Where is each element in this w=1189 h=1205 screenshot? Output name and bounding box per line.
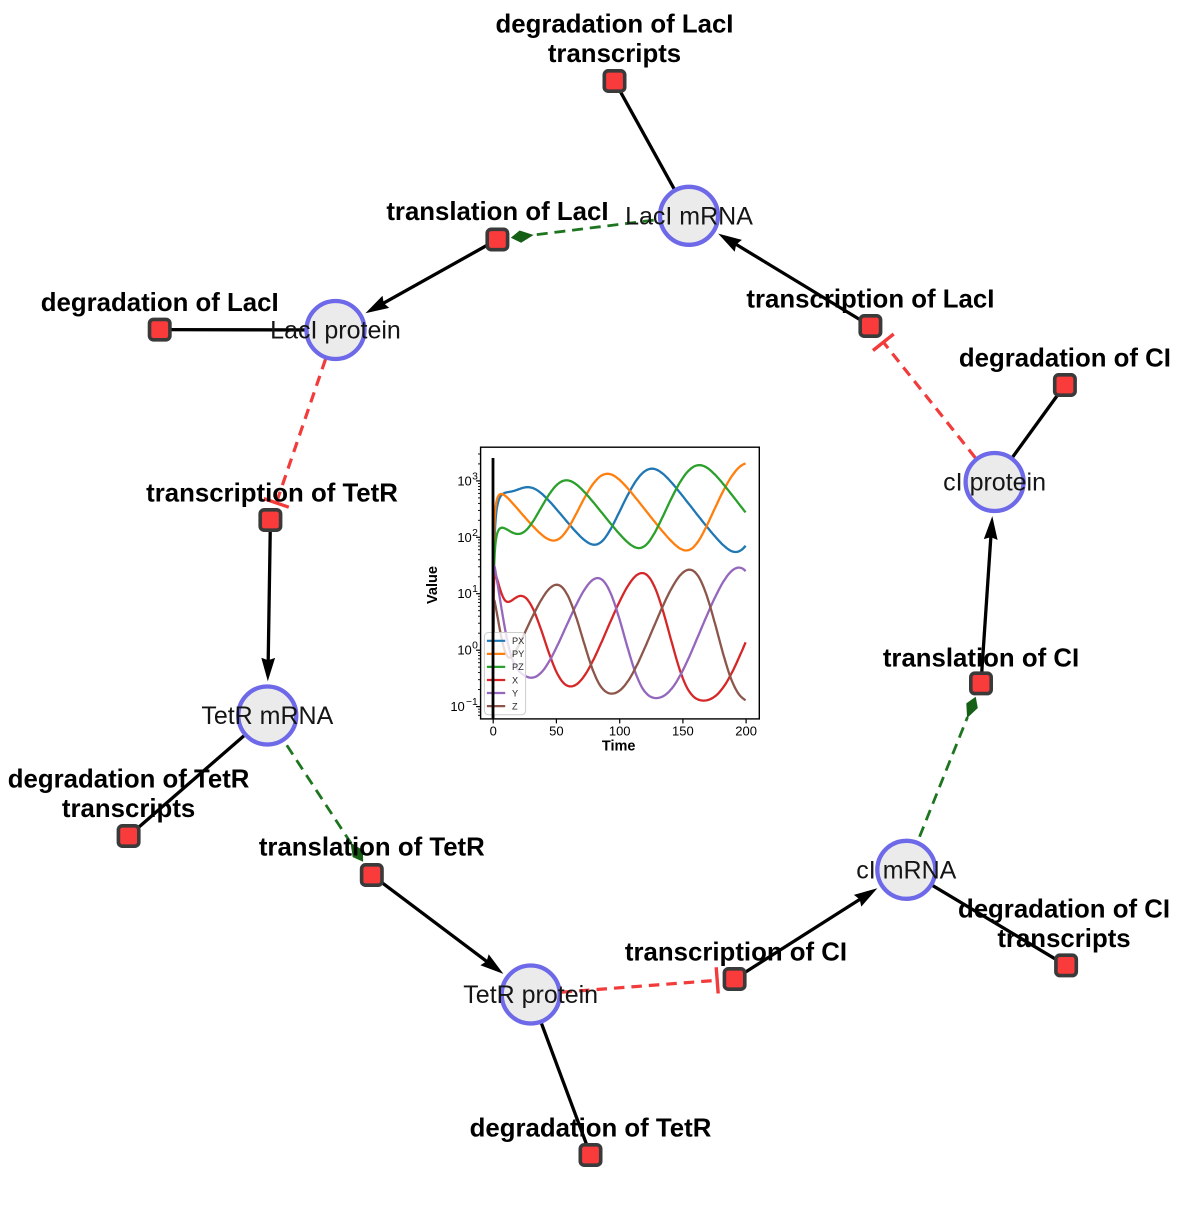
svg-text:LacI mRNA: LacI mRNA xyxy=(625,202,753,230)
svg-text:cI protein: cI protein xyxy=(943,469,1046,497)
svg-text:translation of CI: translation of CI xyxy=(883,644,1079,672)
svg-text:PZ: PZ xyxy=(512,662,524,672)
svg-text:degradation of CI: degradation of CI xyxy=(959,345,1171,373)
svg-text:0: 0 xyxy=(490,724,497,739)
svg-text:degradation of LacI: degradation of LacI xyxy=(496,11,734,39)
svg-text:Z: Z xyxy=(512,701,518,711)
svg-text:LacI protein: LacI protein xyxy=(270,317,401,345)
svg-text:X: X xyxy=(512,675,518,685)
svg-text:TetR protein: TetR protein xyxy=(463,981,598,1009)
svg-text:PX: PX xyxy=(512,636,524,646)
svg-text:translation of TetR: translation of TetR xyxy=(259,834,485,862)
svg-text:1: 1 xyxy=(472,584,478,595)
svg-text:Y: Y xyxy=(512,688,518,698)
svg-text:3: 3 xyxy=(472,471,478,482)
svg-text:degradation of TetR: degradation of TetR xyxy=(470,1115,712,1143)
svg-text:transcripts: transcripts xyxy=(997,925,1130,953)
svg-text:transcription of LacI: transcription of LacI xyxy=(746,286,994,314)
svg-text:200: 200 xyxy=(735,724,757,739)
svg-text:50: 50 xyxy=(549,724,563,739)
svg-text:150: 150 xyxy=(672,724,694,739)
svg-text:translation of LacI: translation of LacI xyxy=(386,198,608,226)
svg-text:transcripts: transcripts xyxy=(62,795,195,823)
svg-text:cI mRNA: cI mRNA xyxy=(856,856,956,884)
svg-text:degradation of LacI: degradation of LacI xyxy=(41,289,279,317)
svg-text:degradation of TetR: degradation of TetR xyxy=(8,766,250,794)
svg-text:Time: Time xyxy=(602,739,636,755)
svg-text:degradation of CI: degradation of CI xyxy=(958,896,1170,924)
svg-text:100: 100 xyxy=(609,724,631,739)
svg-text:transcription of CI: transcription of CI xyxy=(625,939,847,967)
svg-text:TetR mRNA: TetR mRNA xyxy=(201,702,333,730)
svg-text:Value: Value xyxy=(425,566,441,604)
svg-text:10: 10 xyxy=(457,586,471,601)
svg-text:10: 10 xyxy=(450,699,464,714)
svg-text:10: 10 xyxy=(457,643,471,658)
svg-text:10: 10 xyxy=(457,473,471,488)
svg-text:0: 0 xyxy=(472,641,478,652)
svg-text:PY: PY xyxy=(512,649,524,659)
svg-text:−1: −1 xyxy=(466,697,478,708)
svg-text:transcripts: transcripts xyxy=(548,40,681,68)
svg-text:10: 10 xyxy=(457,530,471,545)
svg-text:transcription of TetR: transcription of TetR xyxy=(146,480,398,508)
svg-text:2: 2 xyxy=(472,528,478,539)
